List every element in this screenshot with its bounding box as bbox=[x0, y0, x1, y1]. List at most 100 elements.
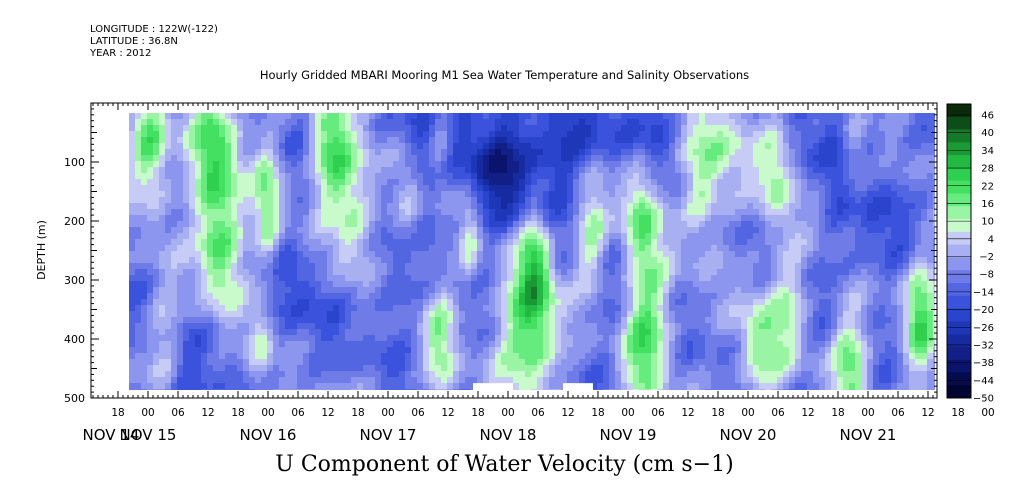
heatmap-cell bbox=[273, 185, 280, 192]
heatmap-cell bbox=[459, 125, 466, 132]
heatmap-cell bbox=[759, 311, 766, 318]
heatmap-cell bbox=[405, 275, 412, 282]
heatmap-cell bbox=[369, 113, 376, 120]
heatmap-cell bbox=[837, 257, 844, 264]
heatmap-cell bbox=[399, 191, 406, 198]
heatmap-cell bbox=[717, 125, 724, 132]
heatmap-cell bbox=[477, 311, 484, 318]
heatmap-cell bbox=[393, 197, 400, 204]
heatmap-cell bbox=[369, 155, 376, 162]
heatmap-cell bbox=[339, 191, 346, 198]
heatmap-cell bbox=[735, 293, 742, 300]
heatmap-cell bbox=[459, 317, 466, 324]
heatmap-cell bbox=[669, 227, 676, 234]
heatmap-cell bbox=[321, 149, 328, 156]
heatmap-cell bbox=[339, 305, 346, 312]
heatmap-cell bbox=[849, 185, 856, 192]
heatmap-cell bbox=[753, 251, 760, 258]
heatmap-cell bbox=[339, 227, 346, 234]
heatmap-cell bbox=[345, 179, 352, 186]
heatmap-cell bbox=[849, 221, 856, 228]
heatmap-cell bbox=[855, 131, 862, 138]
heatmap-cell bbox=[579, 203, 586, 210]
heatmap-cell bbox=[933, 191, 935, 198]
heatmap-cell bbox=[597, 239, 604, 246]
heatmap-cell bbox=[471, 203, 478, 210]
heatmap-cell bbox=[609, 149, 616, 156]
heatmap-cell bbox=[825, 245, 832, 252]
heatmap-cell bbox=[393, 263, 400, 270]
heatmap-cell bbox=[303, 227, 310, 234]
heatmap-cell bbox=[789, 197, 796, 204]
heatmap-cell bbox=[141, 143, 148, 150]
heatmap-cell bbox=[687, 113, 694, 120]
heatmap-cell bbox=[351, 185, 358, 192]
heatmap-cell bbox=[429, 257, 436, 264]
heatmap-cell bbox=[135, 155, 142, 162]
heatmap-cell bbox=[261, 281, 268, 288]
heatmap-cell bbox=[525, 323, 532, 330]
heatmap-cell bbox=[717, 191, 724, 198]
heatmap-cell bbox=[915, 143, 922, 150]
heatmap-cell bbox=[861, 299, 868, 306]
heatmap-cell bbox=[657, 281, 664, 288]
heatmap-cell bbox=[291, 305, 298, 312]
heatmap-cell bbox=[723, 125, 730, 132]
heatmap-cell bbox=[843, 161, 850, 168]
heatmap-cell bbox=[819, 125, 826, 132]
heatmap-cell bbox=[183, 227, 190, 234]
heatmap-cell bbox=[471, 143, 478, 150]
heatmap-cell bbox=[783, 251, 790, 258]
heatmap-cell bbox=[213, 149, 220, 156]
heatmap-cell bbox=[285, 143, 292, 150]
heatmap-cell bbox=[213, 173, 220, 180]
heatmap-cell bbox=[711, 305, 718, 312]
heatmap-cell bbox=[585, 137, 592, 144]
heatmap-cell bbox=[417, 137, 424, 144]
heatmap-cell bbox=[813, 323, 820, 330]
heatmap-cell bbox=[477, 209, 484, 216]
heatmap-cell bbox=[483, 245, 490, 252]
heatmap-cell bbox=[915, 119, 922, 126]
heatmap-cell bbox=[339, 287, 346, 294]
heatmap-cell bbox=[603, 275, 610, 282]
heatmap-cell bbox=[591, 299, 598, 306]
heatmap-cell bbox=[837, 287, 844, 294]
heatmap-cell bbox=[231, 263, 238, 270]
heatmap-cell bbox=[747, 125, 754, 132]
heatmap-cell bbox=[543, 203, 550, 210]
heatmap-cell bbox=[753, 227, 760, 234]
heatmap-cell bbox=[891, 155, 898, 162]
heatmap-cell bbox=[789, 167, 796, 174]
heatmap-cell bbox=[381, 269, 388, 276]
heatmap-cell bbox=[471, 215, 478, 222]
heatmap-cell bbox=[453, 185, 460, 192]
heatmap-cell bbox=[387, 167, 394, 174]
heatmap-cell bbox=[345, 113, 352, 120]
heatmap-cell bbox=[243, 185, 250, 192]
heatmap-cell bbox=[279, 167, 286, 174]
heatmap-cell bbox=[693, 287, 700, 294]
heatmap-cell bbox=[183, 113, 190, 120]
heatmap-cell bbox=[411, 239, 418, 246]
heatmap-cell bbox=[567, 197, 574, 204]
heatmap-cell bbox=[243, 227, 250, 234]
heatmap-cell bbox=[147, 185, 154, 192]
heatmap-cell bbox=[855, 197, 862, 204]
heatmap-cell bbox=[357, 197, 364, 204]
heatmap-cell bbox=[825, 269, 832, 276]
heatmap-cell bbox=[687, 119, 694, 126]
heatmap-cell bbox=[237, 281, 244, 288]
heatmap-cell bbox=[351, 137, 358, 144]
heatmap-cell bbox=[729, 137, 736, 144]
heatmap-cell bbox=[141, 179, 148, 186]
heatmap-cell bbox=[357, 191, 364, 198]
heatmap-cell bbox=[819, 275, 826, 282]
heatmap-cell bbox=[363, 239, 370, 246]
heatmap-cell bbox=[171, 185, 178, 192]
heatmap-cell bbox=[261, 131, 268, 138]
heatmap-cell bbox=[255, 179, 262, 186]
heatmap-cell bbox=[915, 293, 922, 300]
heatmap-cell bbox=[159, 317, 166, 324]
heatmap-cell bbox=[135, 323, 142, 330]
